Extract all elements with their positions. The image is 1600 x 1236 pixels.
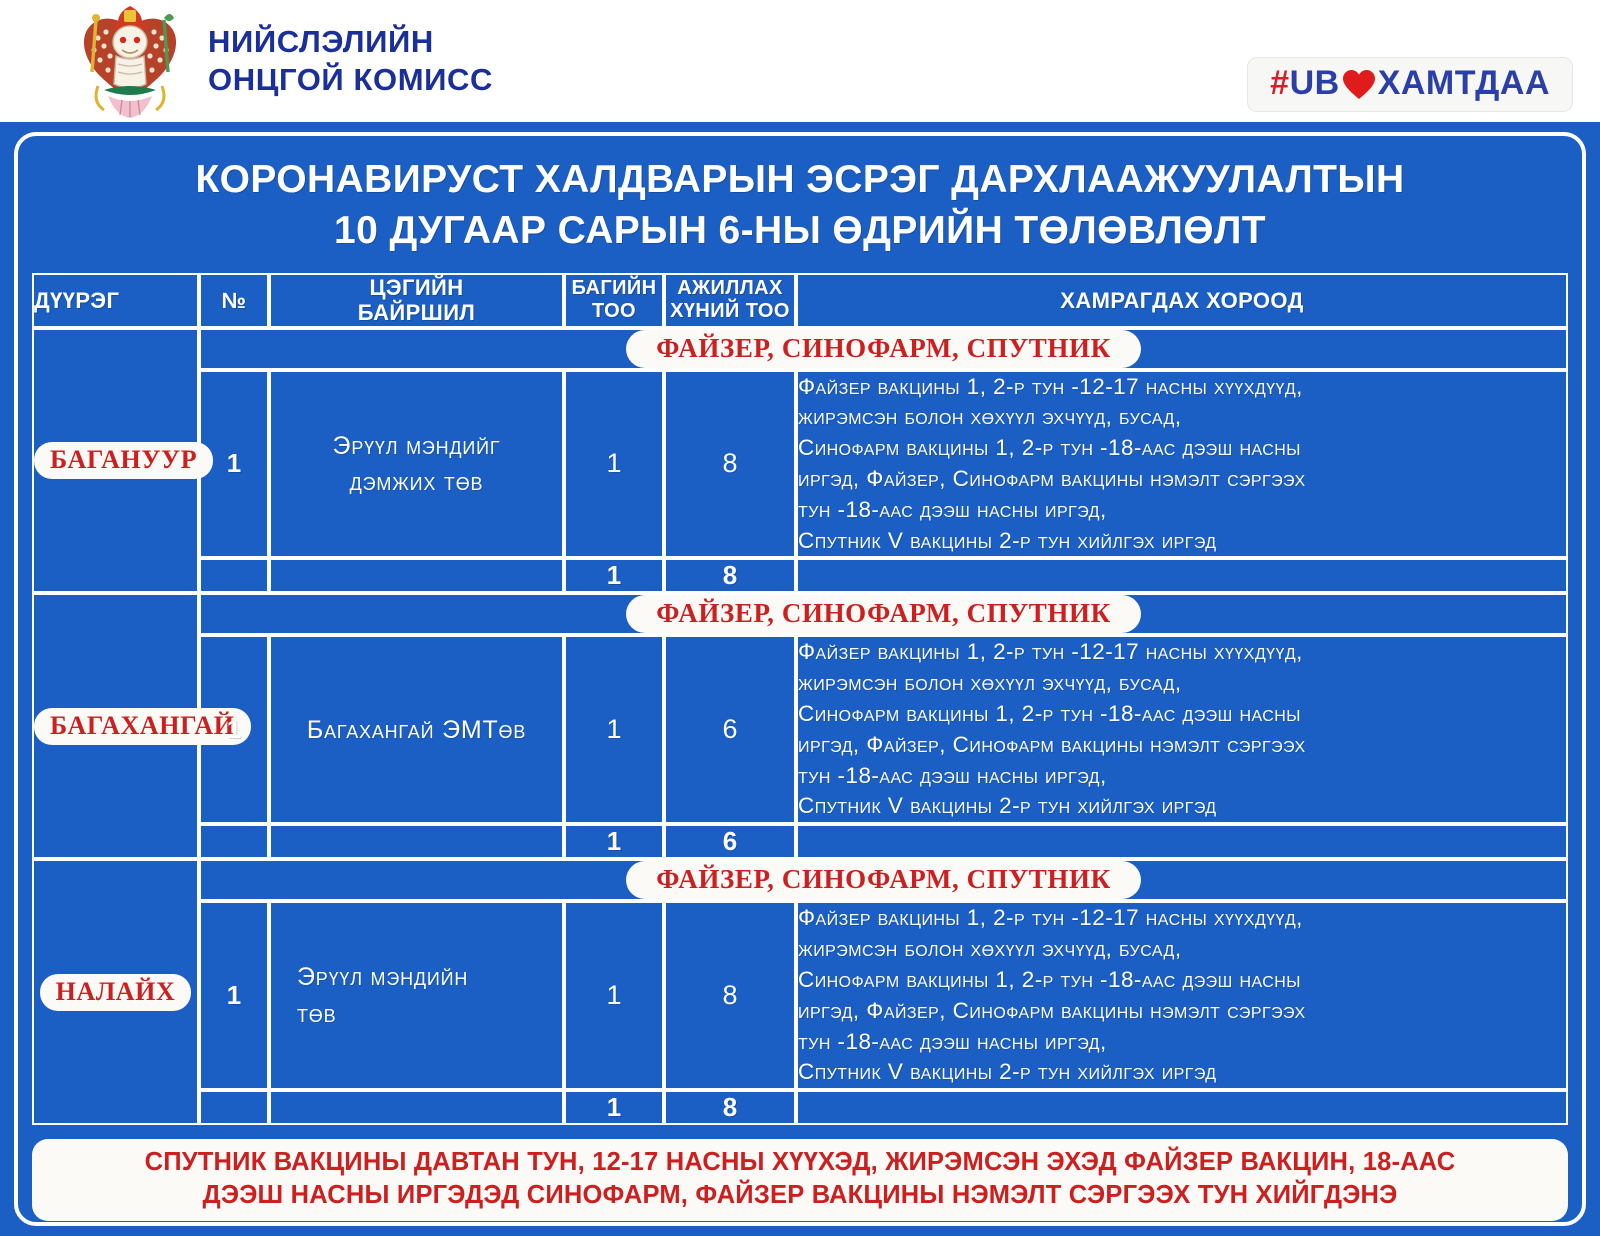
- vaccine-banner-pill: ФАЙЗЕР, СИНОФАРМ, СПУТНИК: [626, 861, 1141, 900]
- main-panel: КОРОНАВИРУСТ ХАЛДВАРЫН ЭСРЭГ ДАРХЛААЖУУЛ…: [0, 122, 1600, 1236]
- panel-content: КОРОНАВИРУСТ ХАЛДВАРЫН ЭСРЭГ ДАРХЛААЖУУЛ…: [32, 144, 1568, 1222]
- subtotal-row: 1 6: [32, 824, 1568, 860]
- subtotal-teams: 1: [564, 558, 664, 594]
- subtotal-blank-number: [199, 824, 269, 860]
- column-header-staff: АЖИЛЛАХ ХҮНИЙ ТОО: [664, 272, 796, 328]
- hashtag-ub-text: UB: [1289, 64, 1340, 102]
- team-count: 1: [564, 635, 664, 825]
- column-header-khoroo: ХАМРАГДАХ ХОРООД: [796, 272, 1568, 328]
- vaccine-banner-pill: ФАЙЗЕР, СИНОФАРМ, СПУТНИК: [626, 329, 1141, 368]
- vaccine-banner-cell: ФАЙЗЕР, СИНОФАРМ, СПУТНИК: [199, 327, 1568, 370]
- subtotal-row: 1 8: [32, 1090, 1568, 1126]
- heart-icon: [1342, 69, 1376, 101]
- soyombo-garuda-emblem-icon: [74, 2, 186, 120]
- subtotal-teams: 1: [564, 824, 664, 860]
- hashtag-tail-text: ХАМТДАА: [1377, 64, 1550, 102]
- column-header-district: ДҮҮРЭГ: [32, 272, 199, 328]
- subtotal-staff: 8: [664, 558, 796, 594]
- point-location: Эрүүл мэндийн төв: [269, 901, 564, 1091]
- column-header-teams: БАГИЙН ТОО: [564, 272, 664, 328]
- table-row: 1 Эрүүл мэндийг дэмжих төв 1 8 Файзер ва…: [32, 369, 1568, 559]
- vaccine-banner-cell: ФАЙЗЕР, СИНОФАРМ, СПУТНИК: [199, 859, 1568, 902]
- subtotal-blank-place: [269, 824, 564, 860]
- khoroo-coverage: Файзер вакцины 1, 2-р тун -12-17 насны х…: [796, 901, 1568, 1091]
- staff-count: 8: [664, 369, 796, 559]
- row-number: 1: [199, 901, 269, 1091]
- subtotal-blank-khoroo: [796, 824, 1568, 860]
- vaccine-banner-cell: ФАЙЗЕР, СИНОФАРМ, СПУТНИК: [199, 593, 1568, 636]
- subtotal-row: 1 8: [32, 558, 1568, 594]
- point-location: Эрүүл мэндийг дэмжих төв: [269, 369, 564, 559]
- subtotal-blank-khoroo: [796, 558, 1568, 594]
- organization-name-line1: Нийслэлийн: [208, 24, 434, 60]
- organization-name-line2: онцгой комисс: [208, 62, 494, 97]
- column-header-number: №: [199, 272, 269, 328]
- subtotal-blank-place: [269, 558, 564, 594]
- district-cell: НАЛАЙХ: [32, 859, 199, 1126]
- organization-name: Нийслэлийн онцгой комисс: [208, 23, 493, 99]
- district-badge: БАГАХАНГАЙ: [34, 707, 251, 745]
- subtotal-staff: 6: [664, 824, 796, 860]
- vaccine-banner-pill: ФАЙЗЕР, СИНОФАРМ, СПУТНИК: [626, 595, 1141, 634]
- khoroo-coverage: Файзер вакцины 1, 2-р тун -12-17 насны х…: [796, 369, 1568, 559]
- vaccine-banner-row: НАЛАЙХ ФАЙЗЕР, СИНОФАРМ, СПУТНИК: [32, 859, 1568, 1126]
- panel-border: [14, 132, 1586, 1226]
- district-badge: БАГАНУУР: [34, 441, 214, 479]
- footer-note: СПУТНИК ВАКЦИНЫ ДАВТАН ТУН, 12-17 НАСНЫ …: [32, 1139, 1568, 1222]
- column-header-place: ЦЭГИЙН БАЙРШИЛ: [269, 272, 564, 328]
- page-header: Нийслэлийн онцгой комисс # UB ХАМТДАА: [0, 0, 1600, 122]
- subtotal-blank-khoroo: [796, 1090, 1568, 1126]
- vaccination-schedule-table: ДҮҮРЭГ № ЦЭГИЙН БАЙРШИЛ БАГИЙН ТОО АЖИЛЛ…: [32, 272, 1568, 1126]
- table-row: 1 Эрүүл мэндийн төв 1 8 Файзер вакцины 1…: [32, 901, 1568, 1091]
- page-title-line1: КОРОНАВИРУСТ ХАЛДВАРЫН ЭСРЭГ ДАРХЛААЖУУЛ…: [195, 158, 1405, 201]
- hashtag-symbol: #: [1270, 64, 1290, 102]
- vaccine-banner-row: БАГАНУУР ФАЙЗЕР, СИНОФАРМ, СПУТНИК: [32, 327, 1568, 594]
- vaccine-banner-row: БАГАХАНГАЙ ФАЙЗЕР, СИНОФАРМ, СПУТНИК: [32, 593, 1568, 860]
- table-header-row: ДҮҮРЭГ № ЦЭГИЙН БАЙРШИЛ БАГИЙН ТОО АЖИЛЛ…: [32, 272, 1568, 328]
- subtotal-blank-number: [199, 558, 269, 594]
- team-count: 1: [564, 901, 664, 1091]
- subtotal-blank-place: [269, 1090, 564, 1126]
- page-title: КОРОНАВИРУСТ ХАЛДВАРЫН ЭСРЭГ ДАРХЛААЖУУЛ…: [32, 144, 1568, 271]
- district-cell: БАГАНУУР: [32, 327, 214, 594]
- subtotal-blank-number: [199, 1090, 269, 1126]
- district-badge: НАЛАЙХ: [39, 973, 192, 1011]
- hashtag-badge: # UB ХАМТДАА: [1248, 58, 1572, 111]
- subtotal-teams: 1: [564, 1090, 664, 1126]
- table-row: 1 Багахангай ЭМТөв 1 6 Файзер вакцины 1,…: [32, 635, 1568, 825]
- khoroo-coverage: Файзер вакцины 1, 2-р тун -12-17 насны х…: [796, 635, 1568, 825]
- district-cell: БАГАХАНГАЙ: [32, 593, 251, 860]
- team-count: 1: [564, 369, 664, 559]
- staff-count: 6: [664, 635, 796, 825]
- staff-count: 8: [664, 901, 796, 1091]
- page-title-line2: 10 ДУГААР САРЫН 6-НЫ ӨДРИЙН ТӨЛӨВЛӨЛТ: [334, 209, 1266, 253]
- point-location: Багахангай ЭМТөв: [269, 635, 564, 825]
- logo-block: Нийслэлийн онцгой комисс: [74, 2, 493, 120]
- subtotal-staff: 8: [664, 1090, 796, 1126]
